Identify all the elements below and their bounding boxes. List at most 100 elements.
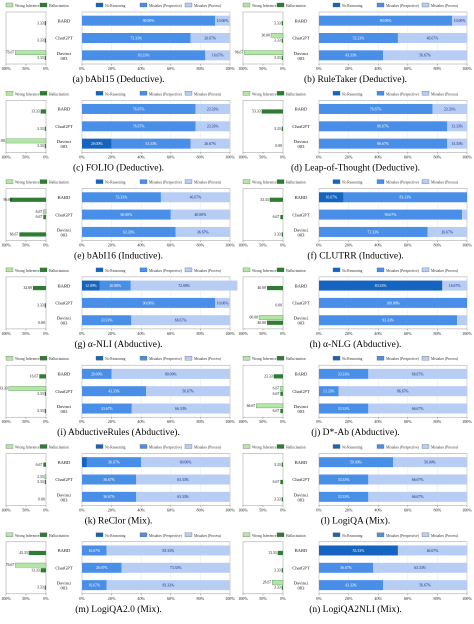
bar-hallucination <box>267 320 283 325</box>
tick-label: 60% <box>404 596 412 601</box>
legend-label: No Reasoning <box>342 181 363 185</box>
legend-label: Hallucination <box>49 357 69 361</box>
data-label: 63.33% <box>123 230 136 234</box>
tick-label: 60% <box>404 508 412 513</box>
legend-label: Wrong Inference <box>252 446 277 450</box>
tick-label: 0% <box>43 508 49 513</box>
data-label: 33.33% <box>338 478 351 482</box>
tick-label: 50% <box>22 66 30 71</box>
legend-label: Wrong Inference <box>252 4 277 8</box>
legend-left: Wrong Inference Hallucination <box>242 2 306 8</box>
tick-label: 100% <box>462 154 472 159</box>
panel-caption: (l) LogiQA (Mix). <box>321 516 390 527</box>
bar-mistakes-perspective <box>319 457 393 468</box>
tick-label: 20% <box>345 66 353 71</box>
legend-left: Wrong Inference Hallucination <box>242 179 306 185</box>
tick-label: 0% <box>79 508 85 513</box>
data-label: 26.67% <box>204 142 217 146</box>
bar-mistakes-process <box>338 386 467 397</box>
model-label: Davinci <box>57 316 72 321</box>
data-label: 26.67% <box>441 230 454 234</box>
legend-swatch <box>184 179 193 184</box>
bar-mistakes-perspective <box>319 580 384 591</box>
panel-caption: (a) bAbI15 (Deductive). <box>72 74 164 85</box>
legend-left: Wrong Inference Hallucination <box>5 91 69 96</box>
legend-label: No Reasoning <box>105 534 126 538</box>
bar-mistakes-process <box>195 121 230 132</box>
tick-label: 0% <box>79 66 85 71</box>
legend-swatch <box>376 532 385 537</box>
data-label: 96.67% <box>385 213 398 217</box>
data-label: 53.33% <box>145 142 158 146</box>
legend-swatch <box>376 356 385 361</box>
bar-mistakes-process <box>368 403 467 414</box>
bar-hallucination <box>280 408 283 414</box>
tick-label: 50% <box>22 596 30 601</box>
data-label: 6.67 <box>273 392 280 396</box>
legend-swatch <box>95 532 104 537</box>
bar-mistakes-process <box>136 491 230 502</box>
data-label: 0.00 <box>275 144 282 148</box>
bar-hallucination <box>281 21 283 26</box>
tick-label: 20% <box>108 419 116 424</box>
legend-swatch <box>39 532 48 537</box>
legend-label: Wrong Inference <box>252 357 277 361</box>
bar-hallucination <box>44 38 46 43</box>
legend-swatch <box>276 267 285 273</box>
bar-no-reasoning <box>319 280 443 291</box>
legend-swatch <box>421 179 430 184</box>
tick-label: 100% <box>1 596 11 601</box>
bar-hallucination <box>267 285 283 291</box>
legend-label: Mistakes (Perspective) <box>149 92 183 96</box>
bar-mistakes-process <box>190 138 230 149</box>
model-label: BARD <box>295 107 308 112</box>
bar-mistakes-process <box>170 209 230 220</box>
model-label: ChatGPT <box>55 566 73 571</box>
bar-mistakes-process <box>397 545 467 556</box>
bar-hallucination <box>280 215 283 220</box>
bar-mistakes-process <box>136 474 230 485</box>
data-label: 93.33% <box>382 319 395 323</box>
legend-swatch <box>5 356 14 361</box>
data-label: 3.33 <box>274 56 281 60</box>
legend-swatch <box>184 532 193 537</box>
legend-label: Hallucination <box>49 181 69 185</box>
tick-label: 100% <box>462 596 472 601</box>
bar-mistakes-perspective <box>82 315 132 326</box>
legend-label: Wrong Inference <box>15 4 40 8</box>
data-label: 0.00 <box>38 321 45 325</box>
tick-label: 0% <box>316 66 322 71</box>
data-label: 83.33% <box>399 196 412 200</box>
bar-hallucination <box>19 232 46 237</box>
tick-label: 0% <box>280 419 286 424</box>
model-label: BARD <box>295 460 308 465</box>
bar-wrong-inference <box>15 50 47 55</box>
tick-label: 60% <box>167 508 175 513</box>
legend-swatch <box>139 444 148 449</box>
bar-hallucination <box>44 21 46 26</box>
bar-mistakes-perspective <box>111 138 191 149</box>
tick-label: 60% <box>167 419 175 424</box>
chart-panel: Wrong Inference Hallucination No Reasoning… <box>238 267 472 350</box>
bar-wrong-inference <box>5 138 47 144</box>
tick-label: 0% <box>316 419 322 424</box>
bar-hallucination <box>10 197 46 202</box>
bar-mistakes-perspective <box>319 121 448 132</box>
legend-left: Wrong Inference Hallucination <box>5 444 69 450</box>
data-label: 76.67% <box>133 125 146 129</box>
model-label: Davinci <box>294 227 309 232</box>
model-label: ChatGPT <box>55 36 73 41</box>
tick-label: 50% <box>259 66 267 71</box>
data-label: 3.33 <box>274 127 281 131</box>
legend-label: Mistakes (Perspective) <box>386 181 420 185</box>
data-label: 66.67 <box>10 233 19 237</box>
bar-hallucination <box>43 462 46 467</box>
legend-right: No Reasoning Mistakes (Perspective) Mistak… <box>332 356 459 361</box>
tick-label: 20% <box>345 331 353 336</box>
bar-mistakes-process <box>373 562 467 573</box>
panel-caption: (b) RuleTaker (Deductive). <box>304 74 407 85</box>
model-label: ChatGPT <box>292 212 310 217</box>
data-label: 26.67% <box>96 566 109 570</box>
bar-mistakes-process <box>383 50 467 61</box>
legend-label: No Reasoning <box>105 4 126 8</box>
